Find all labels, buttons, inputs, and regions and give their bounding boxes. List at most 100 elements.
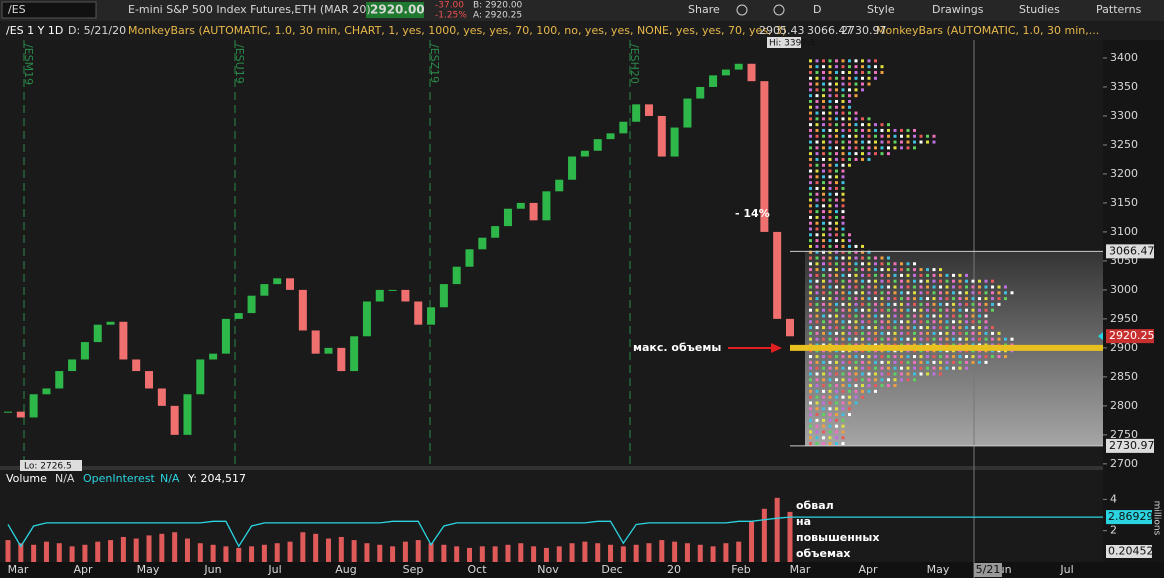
profile-cell (835, 355, 838, 359)
profile-cell (939, 291, 942, 295)
profile-cell (841, 360, 845, 364)
profile-cell (867, 360, 871, 364)
profile-cell (815, 227, 819, 231)
volume-bar (569, 543, 575, 562)
profile-cell (932, 360, 936, 364)
profile-cell (861, 366, 864, 370)
profile-cell (848, 279, 851, 283)
candle (16, 411, 25, 418)
profile-cell (848, 413, 851, 417)
profile-cell (835, 430, 838, 434)
profile-cell (835, 140, 838, 144)
study-short: MonkeyBars (AUTOMATIC, 1.0, 30 min,... (876, 24, 1099, 37)
profile-cell (867, 337, 871, 341)
symbol[interactable]: /ES (8, 3, 26, 16)
candle (734, 63, 743, 70)
volume-bar (184, 538, 190, 562)
profile-cell (835, 314, 838, 318)
profile-cell (822, 401, 825, 405)
profile-cell (815, 442, 819, 446)
profile-cell (854, 395, 858, 399)
profile-cell (828, 442, 832, 446)
profile-cell (926, 326, 929, 330)
x-tick-label: Jul (267, 563, 281, 576)
profile-cell (841, 314, 845, 318)
profile-cell (848, 395, 851, 399)
volume-pane (0, 470, 1103, 562)
profile-cell (919, 297, 923, 301)
profile-cell (997, 297, 1001, 301)
profile-cell (893, 273, 897, 277)
profile-cell (971, 302, 975, 306)
profile-cell (867, 314, 871, 318)
profile-cell (815, 430, 819, 434)
profile-cell (822, 314, 825, 318)
profile-cell (809, 146, 812, 150)
toolbar-button[interactable]: Style (867, 3, 895, 16)
profile-cell (965, 297, 968, 301)
profile-cell (841, 70, 845, 74)
profile-cell (815, 186, 819, 190)
profile-cell (952, 308, 955, 312)
profile-cell (841, 192, 845, 196)
candle (439, 284, 448, 308)
profile-cell (815, 215, 819, 219)
lo-label: Lo: 2726.5 (24, 462, 72, 472)
profile-cell (854, 244, 858, 248)
roll-label: /ESM19 (22, 44, 35, 85)
profile-cell (841, 331, 845, 335)
volume-bar (300, 532, 306, 562)
profile-cell (828, 181, 832, 185)
toolbar-button[interactable]: D (813, 3, 821, 16)
toolbar-icon[interactable] (773, 4, 785, 16)
profile-cell (984, 314, 988, 318)
profile-cell (841, 285, 845, 289)
toolbar-icon[interactable] (736, 4, 748, 16)
profile-cell (913, 268, 916, 272)
toolbar-button[interactable]: Share (688, 3, 720, 16)
profile-cell (809, 418, 812, 422)
profile-cell (848, 65, 851, 69)
profile-cell (913, 337, 916, 341)
profile-cell (861, 117, 864, 121)
profile-cell (841, 355, 845, 359)
symbol-box[interactable] (1, 1, 97, 19)
volume-bar (582, 541, 588, 562)
candle (465, 249, 474, 267)
profile-cell (854, 326, 858, 330)
profile-cell (815, 198, 819, 202)
profile-cell (861, 331, 864, 335)
profile-cell (867, 262, 871, 266)
profile-cell (809, 291, 812, 295)
profile-cell (815, 70, 819, 74)
candle (209, 353, 218, 360)
profile-cell (854, 360, 858, 364)
profile-cell (835, 285, 838, 289)
profile-cell (828, 59, 832, 63)
toolbar-button[interactable]: Studies (1019, 3, 1060, 16)
profile-cell (913, 326, 916, 330)
profile-cell (815, 413, 819, 417)
toolbar-button[interactable]: Patterns (1096, 3, 1142, 16)
profile-cell (822, 88, 825, 92)
profile-cell (828, 227, 832, 231)
profile-cell (984, 337, 988, 341)
profile-cell (919, 355, 923, 359)
profile-cell (841, 424, 845, 428)
profile-cell (900, 285, 903, 289)
profile-cell (822, 436, 825, 440)
profile-cell (848, 239, 851, 243)
profile-cell (822, 70, 825, 74)
profile-cell (828, 239, 832, 243)
toolbar-button[interactable]: Drawings (932, 3, 984, 16)
profile-cell (809, 355, 812, 359)
profile-cell (984, 291, 988, 295)
profile-cell (848, 157, 851, 161)
profile-cell (841, 308, 845, 312)
profile-cell (828, 175, 832, 179)
profile-cell (822, 117, 825, 121)
profile-cell (828, 436, 832, 440)
change: -37.00 (435, 1, 464, 11)
profile-cell (815, 436, 819, 440)
profile-cell (822, 430, 825, 434)
